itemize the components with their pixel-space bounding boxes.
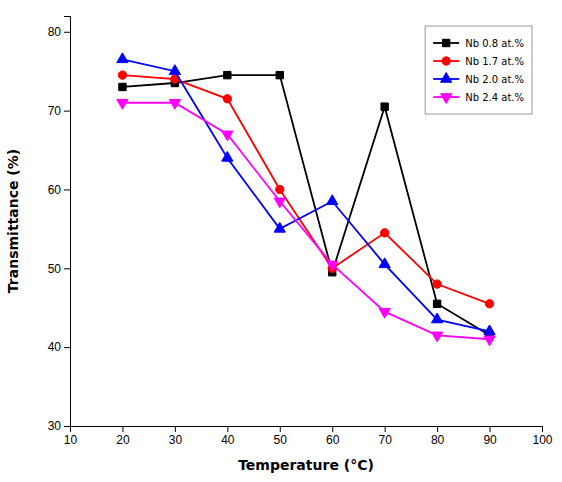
axis-line [64,17,71,427]
point [484,336,495,346]
point [433,280,441,288]
point [117,99,128,109]
tick: 50 [48,262,70,276]
tick-label: 20 [116,433,130,447]
legend-label: Nb 0.8 at.% [465,38,524,49]
point [484,325,495,335]
tick-mark [64,111,70,112]
point [327,261,338,271]
legend-label: Nb 1.7 at.% [465,56,524,67]
tick-mark [542,426,543,432]
tick-mark [332,426,333,432]
point [223,95,231,103]
tick-label: 60 [326,433,340,447]
tick: 10 [64,426,78,447]
tick: 70 [378,426,392,447]
chart: 10 20 30 40 50 60 70 80 90 100 30 40 50 60 70 80 Nb 0.8 … [0,0,562,482]
legend-symbol [441,72,452,82]
point [431,313,442,323]
tick-mark [280,426,281,432]
tick: 20 [116,426,130,447]
tick-mark [385,426,386,432]
tick-mark [64,32,70,33]
point [169,65,180,75]
tick-mark [64,189,70,190]
tick-label: 30 [48,419,62,433]
y-axis-title: Transmittance (%) [5,149,21,293]
legend-item: Nb 0.8 at.% [433,38,524,49]
point [222,131,233,141]
series-line [122,103,489,340]
legend-symbol [441,94,452,104]
point [274,198,285,208]
point [224,71,231,78]
point [118,71,126,79]
point [169,99,180,109]
point [117,53,128,63]
tick: 60 [326,426,340,447]
legend-item: Nb 1.7 at.% [433,56,524,67]
legend-label: Nb 2.0 at.% [465,74,524,85]
tick-label: 60 [48,183,62,197]
x-axis: 10 20 30 40 50 60 70 80 90 100 [64,426,553,447]
axis-line [71,427,543,433]
tick: 40 [48,340,70,354]
tick-label: 30 [169,433,183,447]
point [327,195,338,205]
point [222,151,233,161]
x-axis-title: Temperature (°C) [238,457,374,473]
legend-item: Nb 2.4 at.% [433,92,524,104]
tick-label: 90 [483,433,497,447]
tick: 70 [48,104,70,118]
tick-label: 40 [221,433,235,447]
legend-frame [425,26,532,114]
legend-item: Nb 2.0 at.% [433,72,524,84]
tick-label: 50 [274,433,288,447]
tick-mark [175,426,176,432]
tick-mark [437,426,438,432]
tick-mark [227,426,228,432]
point [276,185,284,193]
point [274,222,285,232]
point [381,103,388,110]
tick-mark [490,426,491,432]
tick: 90 [483,426,497,447]
tick-label: 70 [378,433,392,447]
tick: 80 [48,25,70,39]
point [433,300,440,307]
tick-label: 10 [64,433,78,447]
legend-label: Nb 2.4 at.% [465,92,524,103]
point [119,83,126,90]
legend: Nb 0.8 at.% Nb 1.7 at.% Nb 2.0 at.% Nb 2.4 … [425,26,532,114]
legend-symbol [442,39,449,46]
tick: 60 [48,183,70,197]
tick-label: 80 [431,433,445,447]
tick-label: 70 [48,104,62,118]
tick: 100 [532,426,552,447]
point [379,258,390,268]
tick-label: 100 [532,433,552,447]
tick: 40 [221,426,235,447]
legend-symbol [442,57,450,65]
tick-mark [64,347,70,348]
point [380,229,388,237]
tick-label: 50 [48,262,62,276]
point [485,300,493,308]
marks [117,53,495,346]
tick-label: 40 [48,340,62,354]
point [431,332,442,342]
tick-mark [64,268,70,269]
tick: 50 [274,426,288,447]
tick-label: 80 [48,25,62,39]
point [379,308,390,318]
point [276,71,283,78]
tick-mark [64,426,70,427]
tick: 80 [431,426,445,447]
tick: 30 [48,419,70,433]
y-axis: 30 40 50 60 70 80 [48,17,71,434]
plot-area: 10 20 30 40 50 60 70 80 90 100 30 40 50 60 70 80 Nb 0.8 … [48,17,553,447]
tick: 30 [169,426,183,447]
tick-mark [122,426,123,432]
